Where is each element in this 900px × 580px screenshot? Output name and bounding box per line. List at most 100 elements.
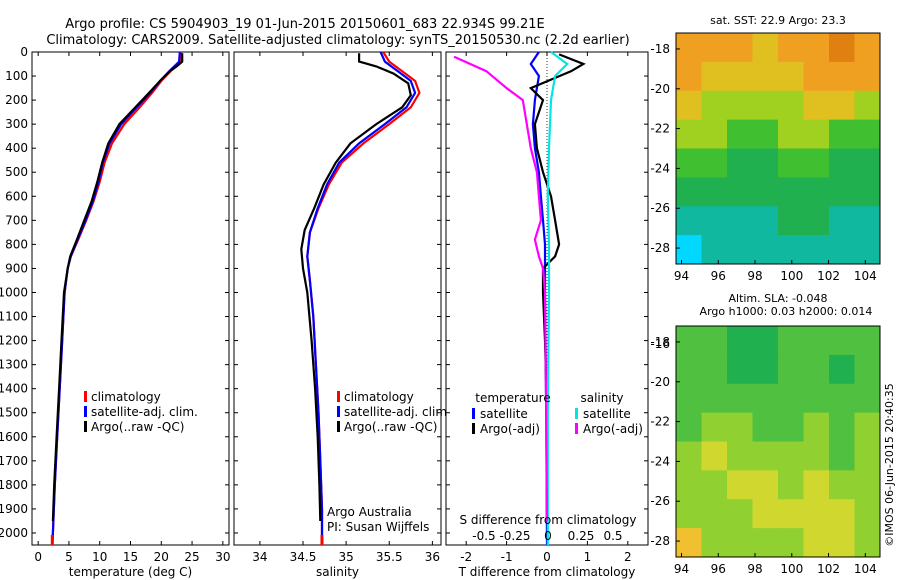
heatmap-cell xyxy=(727,61,753,92)
legend-swatch xyxy=(337,391,340,402)
y-tick-label: 1200 xyxy=(0,334,28,348)
y-tick-label: 1600 xyxy=(0,430,28,444)
heatmap-cell xyxy=(803,206,830,236)
legend-label: climatology xyxy=(344,390,414,404)
heatmap-cell xyxy=(752,326,779,356)
y-tick-label: 1000 xyxy=(0,285,28,299)
legend-header: temperature xyxy=(475,391,550,405)
temperature-panel: 0 5 10 15 20 25 300100200300400500600700800900… xyxy=(0,45,230,579)
y-tick-label: 1500 xyxy=(0,406,28,420)
heatmap-cell xyxy=(727,177,753,207)
map-frame xyxy=(675,32,881,265)
legend-swatch xyxy=(337,406,340,417)
heatmap-cell xyxy=(676,441,702,471)
heatmap-cell xyxy=(803,470,830,500)
heatmap-cell xyxy=(778,354,804,385)
y-tick-label: 1700 xyxy=(0,454,28,468)
heatmap-cell xyxy=(676,528,702,558)
note-text: PI: Susan Wijffels xyxy=(327,520,429,534)
heatmap-cell xyxy=(803,412,830,442)
x-tick-label: -1 xyxy=(501,550,513,564)
heatmap-cell xyxy=(752,528,779,558)
heatmap-cell xyxy=(701,148,728,178)
y-tick-label: 700 xyxy=(5,213,28,227)
heatmap-cell xyxy=(829,90,855,121)
y-tick-label: -18 xyxy=(650,335,670,349)
heatmap-cell xyxy=(727,354,753,385)
heatmap-cell xyxy=(803,235,830,265)
plot-frame xyxy=(233,51,442,546)
heatmap-cell xyxy=(854,206,881,236)
y-tick-label: 200 xyxy=(5,93,28,107)
x-tick-label: 30 xyxy=(215,550,230,564)
heatmap-cell xyxy=(854,90,881,121)
legend-swatch xyxy=(575,408,578,419)
heatmap-cell xyxy=(701,528,728,558)
y-tick-label: -22 xyxy=(650,415,670,429)
x-tick-label: 10 xyxy=(92,550,107,564)
heatmap-cell xyxy=(829,383,855,414)
legend-label: satellite-adj. clim. xyxy=(344,405,451,419)
heatmap-cell xyxy=(752,383,779,414)
heatmap-cell xyxy=(727,235,753,265)
note-text: Argo Australia xyxy=(327,505,412,519)
heatmap-cell xyxy=(676,206,702,236)
heatmap-cell xyxy=(701,90,728,121)
heatmap-cell xyxy=(829,528,855,558)
header-line-2: Climatology: CARS2009. Satellite-adjuste… xyxy=(46,33,629,48)
heatmap-cell xyxy=(752,119,779,149)
y-tick-label: -22 xyxy=(650,122,670,136)
heatmap-cell xyxy=(803,61,830,92)
heatmap-cell xyxy=(701,499,728,529)
heatmap-cell xyxy=(752,33,779,63)
heatmap-cell xyxy=(752,235,779,265)
map-subtitle: Argo h1000: 0.03 h2000: 0.014 xyxy=(700,305,873,318)
heatmap-cell xyxy=(778,90,804,121)
y-tick-label: -28 xyxy=(650,241,670,255)
y-tick-label: -20 xyxy=(650,375,670,389)
sst-map-panel: 94 96 98 100 102 104 -18 -20 -22 -24 -26 -28 sat. SS… xyxy=(650,14,881,283)
heatmap-cell xyxy=(829,119,855,149)
heatmap-cell xyxy=(803,326,830,356)
heatmap-cell xyxy=(829,412,855,442)
heatmap-cell xyxy=(803,383,830,414)
heatmap-cell xyxy=(676,33,702,63)
y-tick-label: 100 xyxy=(5,69,28,83)
heatmap-cell xyxy=(727,33,753,63)
heatmap-cell xyxy=(854,235,881,265)
x-tick-label: 34.5 xyxy=(290,550,317,564)
heatmap-cell xyxy=(676,61,702,92)
heatmap-cell xyxy=(778,148,804,178)
y-tick-label: 500 xyxy=(5,165,28,179)
heatmap-cell xyxy=(854,499,881,529)
x-tick-label: 102 xyxy=(817,562,840,576)
heatmap-cell xyxy=(778,528,804,558)
heatmap-cell xyxy=(752,177,779,207)
heatmap-cell xyxy=(676,119,702,149)
heatmap-cell xyxy=(701,354,728,385)
x-axis-label: salinity xyxy=(316,565,359,579)
heatmap-cell xyxy=(676,470,702,500)
heatmap-cell xyxy=(676,412,702,442)
y-tick-label: -18 xyxy=(650,42,670,56)
y-tick-label: 1900 xyxy=(0,502,28,516)
heatmap-cell xyxy=(854,326,881,356)
x-tick-label: -2 xyxy=(460,550,472,564)
heatmap-cell xyxy=(778,441,804,471)
x-tick-label: 96 xyxy=(711,269,726,283)
legend-label: Argo(..raw -QC) xyxy=(91,420,184,434)
secondary-tick-label: -0.5 xyxy=(472,529,495,543)
y-tick-label: 1800 xyxy=(0,478,28,492)
credit-text: ©IMOS 06-Jun-2015 20:40:35 xyxy=(883,383,896,547)
heatmap-cell xyxy=(727,470,753,500)
heatmap-cell xyxy=(829,235,855,265)
salinity-panel: 34 34.5 35 35.5 36 salinity climatologysatelli… xyxy=(233,51,451,579)
heatmap-cell xyxy=(701,33,728,63)
x-tick-label: 104 xyxy=(854,562,877,576)
heatmap-cell xyxy=(701,441,728,471)
heatmap-cell xyxy=(778,235,804,265)
x-tick-label: 96 xyxy=(711,562,726,576)
heatmap-cell xyxy=(701,206,728,236)
heatmap-cell xyxy=(676,177,702,207)
legend-label: climatology xyxy=(91,390,161,404)
